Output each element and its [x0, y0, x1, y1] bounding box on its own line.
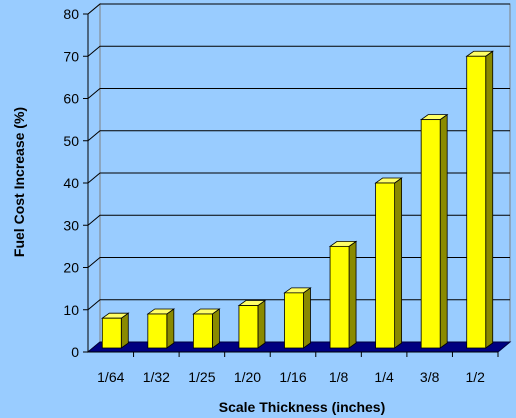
bar-side-face [303, 287, 311, 349]
bar-front-face [284, 292, 304, 349]
x-tick-label: 1/25 [188, 369, 215, 385]
bar-front-face [101, 317, 122, 349]
bar [146, 308, 176, 349]
gridline [87, 88, 510, 99]
bars [101, 50, 494, 349]
gridline [87, 214, 510, 226]
bar-front-face [192, 313, 213, 349]
y-tick-label: 50 [63, 133, 79, 149]
bar [283, 287, 312, 349]
bar [465, 50, 494, 349]
axes [83, 13, 499, 357]
y-tick-labels: 0 10 20 30 40 50 60 70 80 [63, 6, 79, 360]
gridline [87, 45, 510, 57]
bar [101, 312, 130, 349]
gridline [87, 299, 510, 311]
bar-front-face [420, 119, 441, 349]
bar-side-face [166, 308, 175, 349]
y-tick-label: 70 [63, 48, 79, 64]
x-tick-labels: 1/64 1/32 1/25 1/20 1/16 1/8 1/4 3/8 1/2 [97, 369, 485, 385]
bar [374, 177, 403, 349]
y-tick-label: 20 [63, 260, 79, 276]
bar [328, 240, 358, 349]
bar-side-face [439, 113, 448, 349]
bar-side-face [120, 312, 129, 349]
gridline [87, 257, 510, 268]
gridline [87, 172, 510, 184]
y-tick-label: 10 [63, 302, 79, 318]
x-tick-label: 1/64 [97, 369, 124, 385]
x-tick-label: 1/32 [143, 369, 170, 385]
x-tick-label: 1/20 [234, 369, 261, 385]
bar-side-face [485, 50, 494, 349]
bar-front-face [466, 55, 487, 349]
x-tick-label: 3/8 [420, 369, 440, 385]
bar-side-face [257, 299, 266, 349]
bar-front-face [238, 305, 259, 349]
x-tick-label: 1/16 [279, 369, 306, 385]
x-tick-label: 1/2 [465, 369, 485, 385]
y-axis-title: Fuel Cost Increase (%) [11, 107, 27, 257]
bar-side-face [211, 308, 220, 349]
bar-side-face [394, 177, 403, 349]
bar [237, 299, 267, 349]
bar-side-face [348, 240, 357, 349]
x-tick-label: 1/8 [329, 369, 349, 385]
bar [192, 308, 221, 349]
bar-front-face [375, 182, 396, 349]
y-tick-label: 30 [63, 217, 79, 233]
x-tick-label: 1/4 [374, 369, 394, 385]
y-tick-label: 60 [63, 91, 79, 107]
y-tick-label: 0 [71, 344, 79, 360]
y-tick-label: 80 [63, 6, 79, 22]
bar-front-face [147, 313, 168, 349]
gridline [87, 3, 510, 15]
bar-front-face [329, 245, 350, 349]
x-axis-title: Scale Thickness (inches) [219, 399, 386, 415]
gridline [87, 130, 510, 142]
bar [419, 113, 449, 349]
y-tick-label: 40 [63, 175, 79, 191]
